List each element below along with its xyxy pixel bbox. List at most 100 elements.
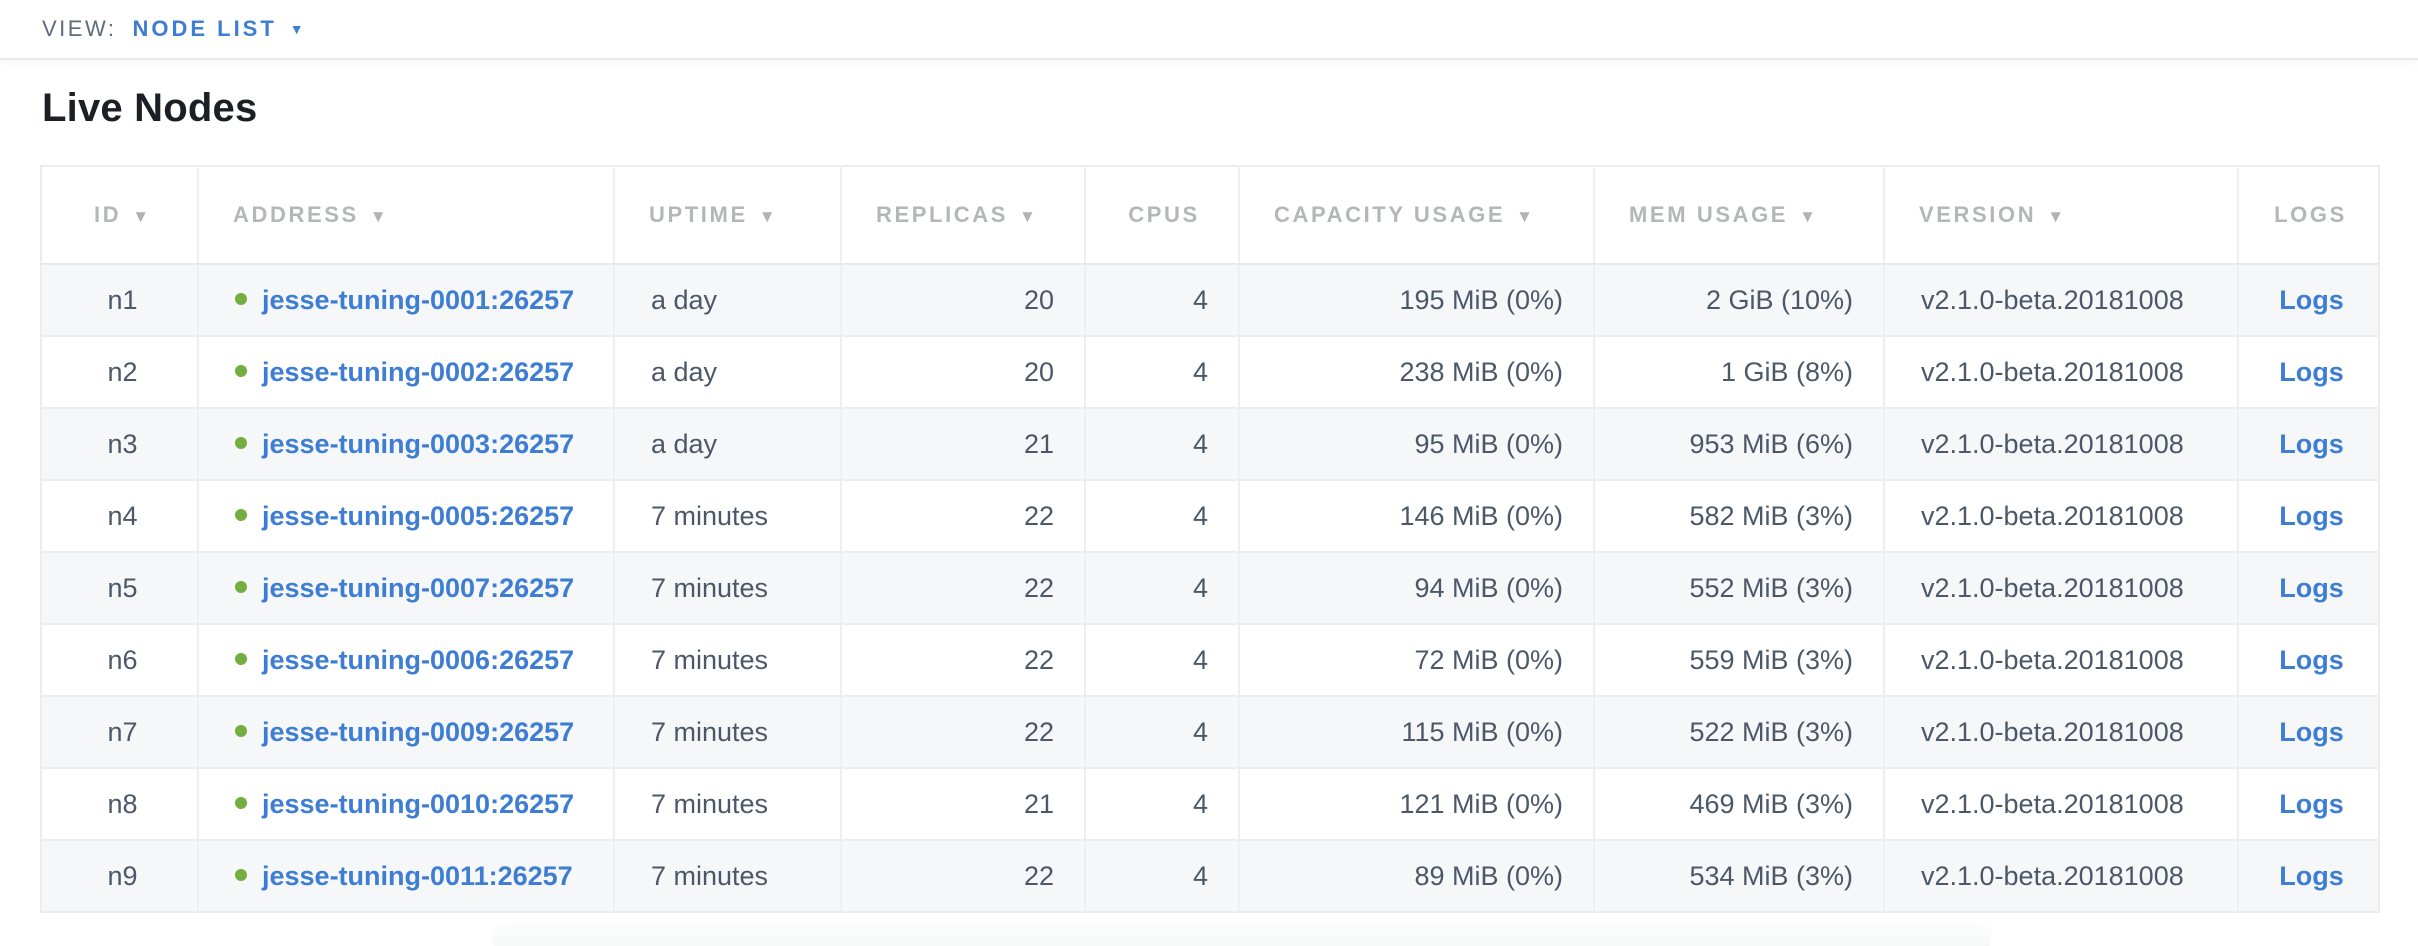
node-address-link[interactable]: jesse-tuning-0006:26257 [262, 644, 575, 675]
node-address-link[interactable]: jesse-tuning-0010:26257 [262, 788, 575, 819]
cell-mem: 522 MiB (3%) [1593, 695, 1884, 768]
cell-replicas: 22 [840, 695, 1085, 768]
logs-link[interactable]: Logs [2279, 572, 2344, 603]
cell-capacity: 72 MiB (0%) [1238, 623, 1594, 696]
cell-address: jesse-tuning-0009:26257 [197, 695, 614, 768]
node-address-link[interactable]: jesse-tuning-0011:26257 [262, 860, 573, 891]
cell-capacity: 121 MiB (0%) [1238, 767, 1594, 840]
cell-replicas: 20 [840, 335, 1085, 408]
cell-version: v2.1.0-beta.20181008 [1883, 264, 2238, 336]
cell-mem: 953 MiB (6%) [1593, 407, 1884, 480]
cell-capacity: 94 MiB (0%) [1238, 551, 1594, 624]
view-label: VIEW: [42, 16, 117, 41]
cell-capacity: 238 MiB (0%) [1238, 335, 1594, 408]
cell-address: jesse-tuning-0002:26257 [197, 335, 614, 408]
cell-mem: 1 GiB (8%) [1593, 335, 1884, 408]
node-address-link[interactable]: jesse-tuning-0002:26257 [262, 356, 575, 387]
logs-link[interactable]: Logs [2279, 500, 2344, 531]
node-address-link[interactable]: jesse-tuning-0009:26257 [262, 716, 575, 747]
column-header-label: CAPACITY USAGE [1274, 202, 1506, 227]
logs-link[interactable]: Logs [2279, 428, 2344, 459]
column-header-replicas[interactable]: REPLICAS ▼ [840, 166, 1085, 265]
view-dropdown-value: NODE LIST [132, 16, 277, 41]
cell-uptime: 7 minutes [613, 767, 841, 840]
cell-mem: 534 MiB (3%) [1593, 839, 1884, 912]
cell-capacity: 195 MiB (0%) [1238, 264, 1594, 336]
cell-address: jesse-tuning-0011:26257 [197, 839, 614, 912]
cell-cpus: 4 [1084, 623, 1239, 696]
table-header: ID ▼ ADDRESS ▼ UPTIME ▼ REPLICAS ▼ CPUS CAPACITY … [41, 166, 2379, 265]
node-live-status-icon [235, 797, 247, 810]
column-header-label: UPTIME [649, 202, 748, 227]
cell-cpus: 4 [1084, 479, 1239, 552]
column-header-version[interactable]: VERSION ▼ [1883, 166, 2238, 265]
node-live-status-icon [235, 653, 247, 666]
cell-uptime: a day [613, 264, 841, 336]
cell-logs: Logs [2237, 264, 2379, 336]
cell-version: v2.1.0-beta.20181008 [1883, 623, 2238, 696]
page-title: Live Nodes [42, 86, 258, 130]
node-address-link[interactable]: jesse-tuning-0005:26257 [262, 500, 575, 531]
column-header-label: REPLICAS [876, 202, 1009, 227]
column-header-logs: LOGS [2237, 166, 2379, 265]
cell-version: v2.1.0-beta.20181008 [1883, 839, 2238, 912]
cell-address: jesse-tuning-0007:26257 [197, 551, 614, 624]
node-address-link[interactable]: jesse-tuning-0003:26257 [262, 428, 575, 459]
cell-capacity: 89 MiB (0%) [1238, 839, 1594, 912]
cell-cpus: 4 [1084, 695, 1239, 768]
cell-replicas: 20 [840, 264, 1085, 336]
node-live-status-icon [235, 437, 247, 450]
column-header-label: LOGS [2274, 202, 2347, 227]
cell-logs: Logs [2237, 407, 2379, 480]
cell-cpus: 4 [1084, 839, 1239, 912]
column-header-cpus: CPUS [1084, 166, 1239, 265]
cell-mem: 552 MiB (3%) [1593, 551, 1884, 624]
view-dropdown[interactable]: NODE LIST ▼ [132, 16, 303, 42]
cell-replicas: 22 [840, 839, 1085, 912]
logs-link[interactable]: Logs [2279, 644, 2344, 675]
logs-link[interactable]: Logs [2279, 788, 2344, 819]
cell-version: v2.1.0-beta.20181008 [1883, 335, 2238, 408]
column-header-address[interactable]: ADDRESS ▼ [197, 166, 614, 265]
cell-cpus: 4 [1084, 767, 1239, 840]
logs-link[interactable]: Logs [2279, 860, 2344, 891]
cell-address: jesse-tuning-0010:26257 [197, 767, 614, 840]
logs-link[interactable]: Logs [2279, 356, 2344, 387]
cell-capacity: 115 MiB (0%) [1238, 695, 1594, 768]
cell-replicas: 22 [840, 551, 1085, 624]
logs-link[interactable]: Logs [2279, 284, 2344, 315]
logs-link[interactable]: Logs [2279, 716, 2344, 747]
table-row: n8 jesse-tuning-0010:26257 7 minutes 21 4 121… [41, 767, 2379, 840]
column-header-capacity[interactable]: CAPACITY USAGE ▼ [1238, 166, 1594, 265]
cell-address: jesse-tuning-0005:26257 [197, 479, 614, 552]
cell-replicas: 22 [840, 479, 1085, 552]
cell-id: n2 [41, 335, 198, 408]
column-header-mem[interactable]: MEM USAGE ▼ [1593, 166, 1884, 265]
sort-arrow-icon: ▼ [758, 207, 776, 226]
cell-uptime: 7 minutes [613, 551, 841, 624]
cell-cpus: 4 [1084, 551, 1239, 624]
cell-version: v2.1.0-beta.20181008 [1883, 551, 2238, 624]
cell-logs: Logs [2237, 839, 2379, 912]
column-header-id[interactable]: ID ▼ [41, 166, 198, 265]
sort-arrow-icon: ▼ [132, 207, 150, 226]
cell-logs: Logs [2237, 767, 2379, 840]
view-selector-bar: VIEW: NODE LIST ▼ [0, 0, 2418, 60]
node-live-status-icon [235, 509, 247, 522]
column-header-label: CPUS [1128, 202, 1200, 227]
cell-capacity: 146 MiB (0%) [1238, 479, 1594, 552]
cell-mem: 2 GiB (10%) [1593, 264, 1884, 336]
cell-logs: Logs [2237, 623, 2379, 696]
node-address-link[interactable]: jesse-tuning-0001:26257 [262, 284, 575, 315]
node-address-link[interactable]: jesse-tuning-0007:26257 [262, 572, 575, 603]
column-header-uptime[interactable]: UPTIME ▼ [613, 166, 841, 265]
cell-logs: Logs [2237, 479, 2379, 552]
column-header-label: ID [93, 202, 122, 227]
cell-id: n6 [41, 623, 198, 696]
cell-id: n7 [41, 695, 198, 768]
cell-id: n4 [41, 479, 198, 552]
sort-arrow-icon: ▼ [1019, 207, 1036, 226]
cell-mem: 559 MiB (3%) [1593, 623, 1884, 696]
sort-arrow-icon: ▼ [2047, 207, 2065, 226]
cell-logs: Logs [2237, 695, 2379, 768]
